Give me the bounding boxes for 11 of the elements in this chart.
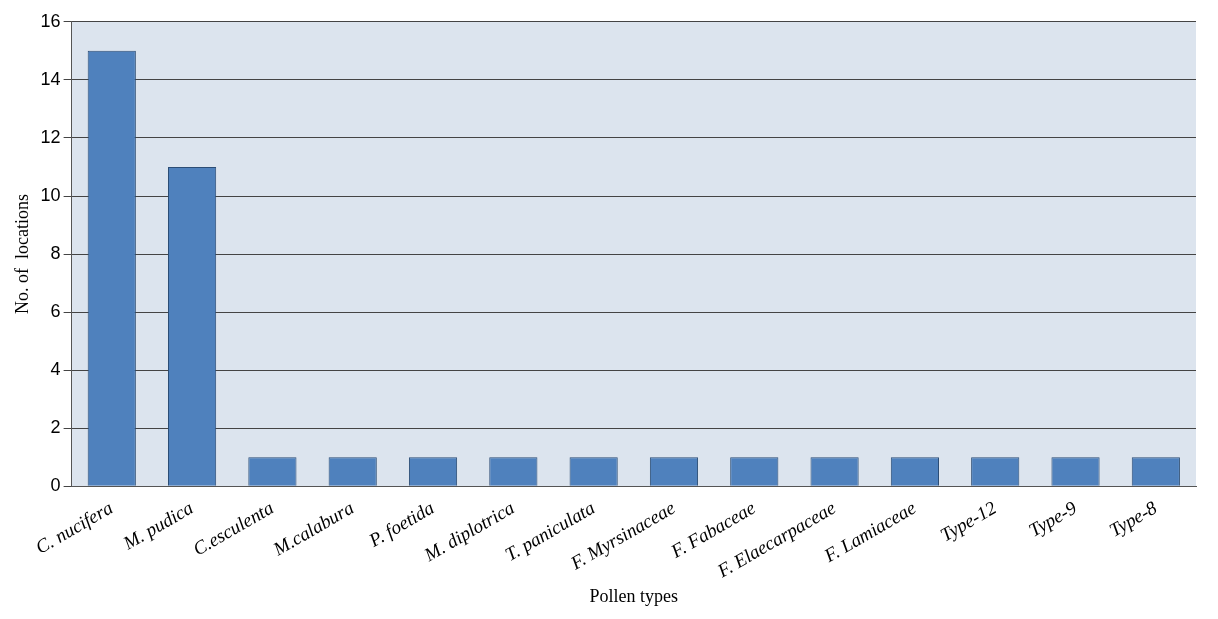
y-tick-label: 12 bbox=[40, 126, 61, 147]
y-tick-label: 10 bbox=[40, 184, 61, 205]
y-tick-label: 8 bbox=[50, 243, 61, 264]
y-axis-title: No. of locations bbox=[11, 194, 32, 315]
y-tick-label: 2 bbox=[50, 417, 61, 438]
y-tick-label: 0 bbox=[50, 475, 61, 496]
y-tick-label: 16 bbox=[40, 10, 61, 31]
y-tick-label: 6 bbox=[50, 301, 61, 322]
x-axis-title: Pollen types bbox=[589, 585, 679, 606]
y-tick-label: 4 bbox=[50, 359, 61, 380]
y-tick-label: 14 bbox=[40, 68, 61, 89]
